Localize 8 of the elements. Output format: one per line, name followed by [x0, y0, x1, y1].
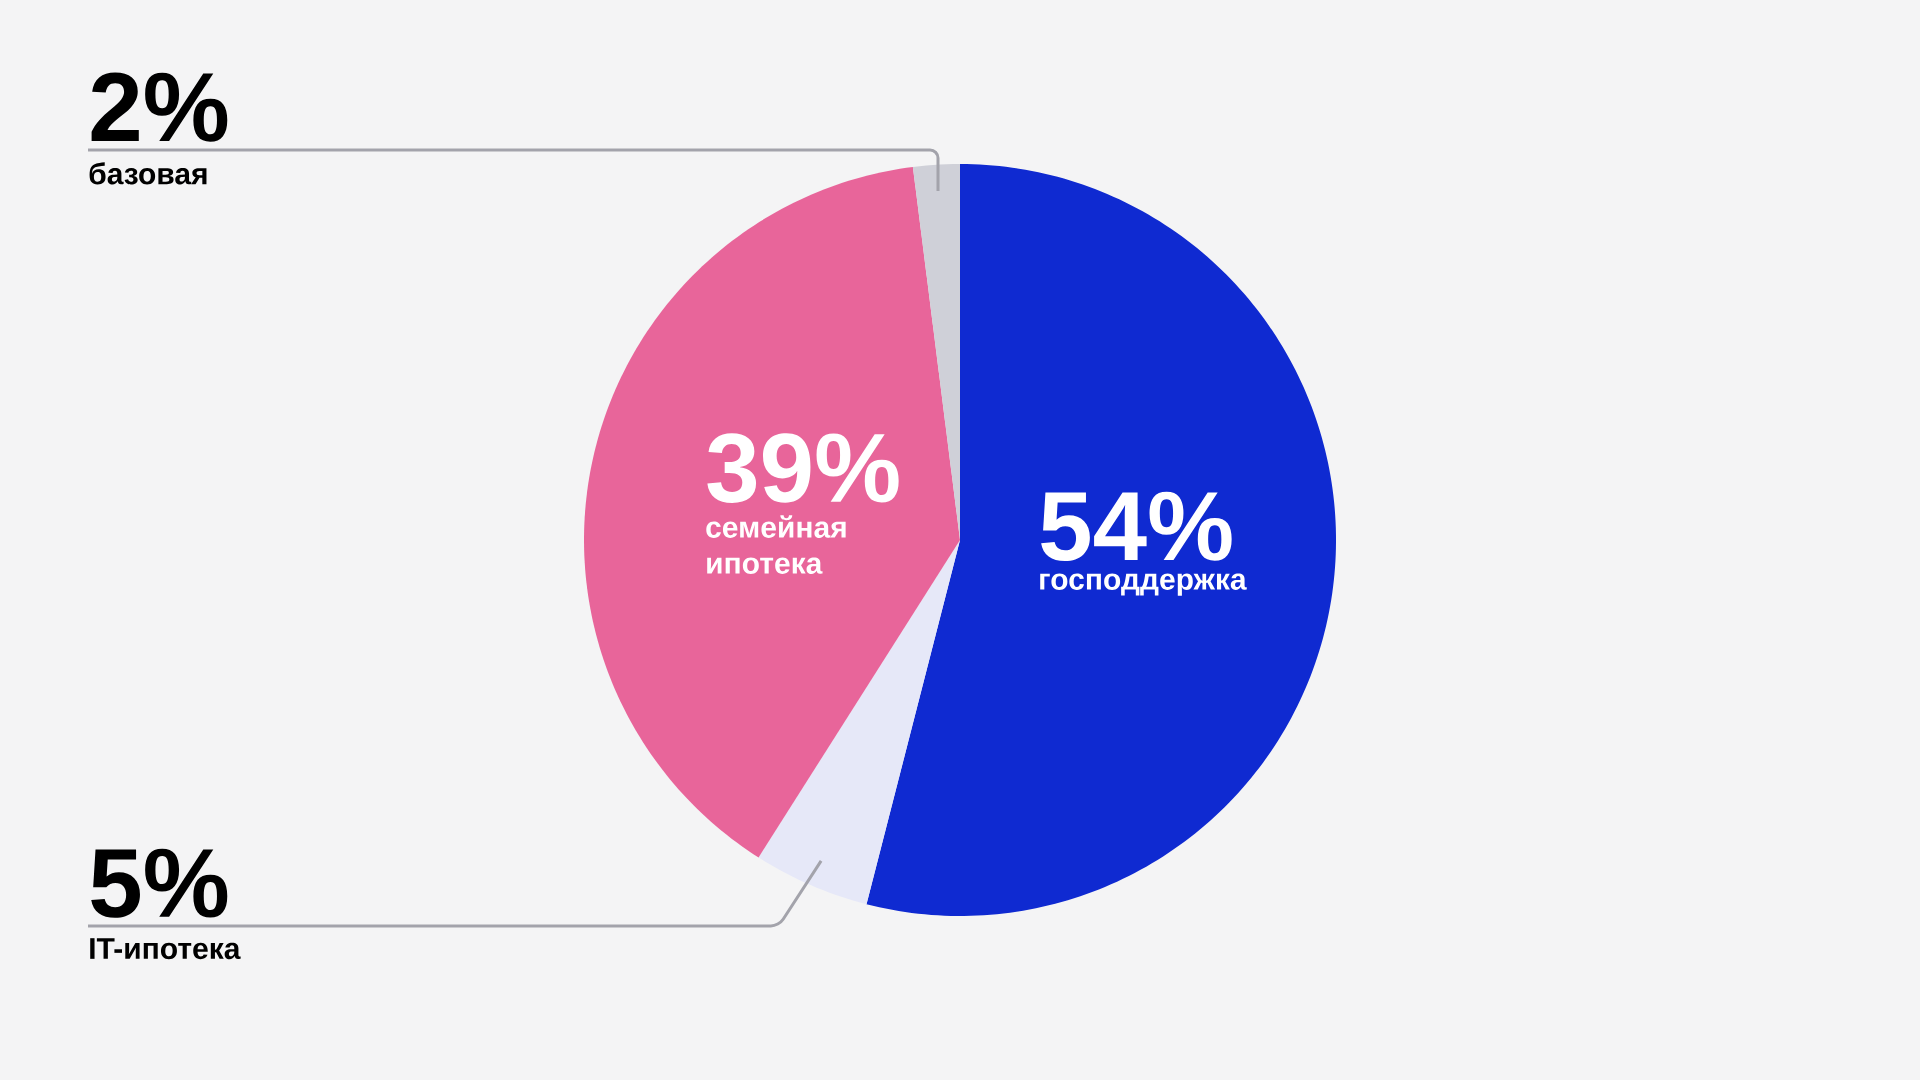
slice-label: семейная ипотека — [706, 515, 846, 574]
slice-label: базовая — [89, 162, 207, 185]
data-label: 39% — [707, 433, 899, 503]
slice-label: IT-ипотека — [90, 938, 241, 960]
slice-label: господдержка — [1040, 573, 1247, 596]
data-label: 2% — [91, 72, 228, 142]
data-label: 5% — [91, 848, 228, 918]
data-label: 54% — [1041, 491, 1232, 561]
